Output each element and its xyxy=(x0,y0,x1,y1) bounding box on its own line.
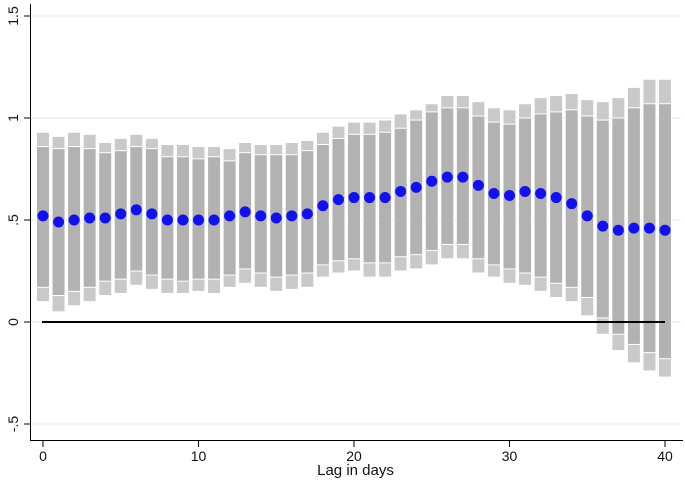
y-tick-label: .5 xyxy=(5,214,21,226)
point-dot xyxy=(115,208,127,220)
point-dot xyxy=(224,210,236,222)
point-dot xyxy=(286,210,298,222)
point-dot xyxy=(364,192,376,204)
point-dot xyxy=(99,212,111,224)
point-dot xyxy=(317,200,329,212)
x-tick-label: 20 xyxy=(346,448,362,464)
point-dot xyxy=(255,210,267,222)
point-dot xyxy=(84,212,96,224)
y-tick-label: 1 xyxy=(5,114,21,122)
point-dot xyxy=(130,204,142,216)
ci-inner-bar xyxy=(595,119,610,319)
point-dot xyxy=(504,190,515,202)
point-dot xyxy=(628,222,640,234)
point-dot xyxy=(457,171,469,183)
y-tick-label: 0 xyxy=(5,318,21,326)
x-tick-label: 0 xyxy=(39,448,47,464)
y-tick-label: -.5 xyxy=(5,416,21,433)
point-dot xyxy=(643,222,655,234)
point-dot xyxy=(332,194,344,206)
point-dot xyxy=(239,206,251,218)
x-tick-label: 10 xyxy=(191,448,207,464)
y-tick-label: 1.5 xyxy=(5,6,21,26)
point-dot xyxy=(395,185,407,197)
point-dot xyxy=(441,171,453,183)
point-dot xyxy=(519,185,531,197)
point-dot xyxy=(146,208,158,220)
point-dot xyxy=(53,216,65,228)
point-dot xyxy=(37,210,49,222)
point-dot xyxy=(612,224,624,236)
point-dot xyxy=(161,214,173,226)
point-dot xyxy=(488,187,500,199)
point-dot xyxy=(193,214,204,226)
point-dot xyxy=(379,192,391,204)
point-dot xyxy=(566,198,578,210)
point-dot xyxy=(348,192,360,204)
point-dot xyxy=(68,214,80,226)
point-dot xyxy=(550,192,562,204)
point-dot xyxy=(301,208,313,220)
point-dot xyxy=(208,214,220,226)
point-dot xyxy=(177,214,189,226)
x-axis-title: Lag in days xyxy=(317,462,394,479)
point-dot xyxy=(410,181,422,193)
point-dot xyxy=(535,187,547,199)
point-dot xyxy=(270,212,282,224)
point-dot xyxy=(581,210,593,222)
x-tick-label: 40 xyxy=(657,448,673,464)
x-tick-label: 30 xyxy=(502,448,518,464)
point-dot xyxy=(426,175,438,187)
point-dot xyxy=(472,179,484,191)
point-dot xyxy=(659,224,671,236)
point-dot xyxy=(597,220,609,232)
ci-inner-bar xyxy=(580,115,595,299)
